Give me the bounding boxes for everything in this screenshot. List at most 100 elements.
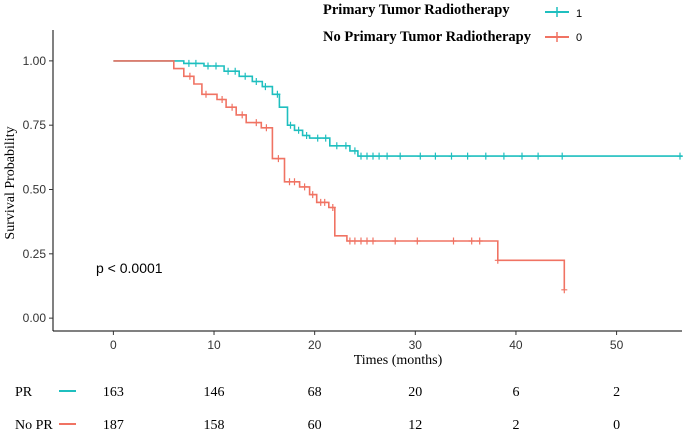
censor-mark-nopr — [291, 178, 298, 186]
censor-mark-nopr — [370, 237, 376, 245]
survival-curve-pr — [113, 60, 682, 157]
censor-mark-pr — [500, 152, 507, 160]
risk-number: 163 — [103, 385, 124, 400]
censor-mark-nopr — [414, 237, 421, 245]
censor-mark-nopr — [203, 90, 209, 98]
x-tick-label: 20 — [308, 338, 322, 352]
censor-mark-nopr — [229, 103, 236, 111]
censor-mark-pr — [358, 152, 364, 160]
legend-plus-marker — [553, 32, 561, 42]
risk-number: 187 — [103, 418, 124, 431]
censor-mark-nopr — [219, 96, 226, 103]
censor-mark-nopr — [392, 237, 399, 245]
risk-row-label-pr: PR — [15, 385, 33, 400]
censor-mark-pr — [535, 152, 542, 160]
censor-mark-pr — [351, 147, 358, 155]
censor-mark-nopr — [263, 124, 270, 132]
censor-mark-nopr — [186, 72, 193, 80]
legend-key-pr — [545, 7, 569, 17]
survival-curve-nopr — [113, 60, 566, 290]
y-tick-label: 0.75 — [23, 118, 47, 132]
risk-number: 20 — [408, 385, 422, 400]
censor-mark-pr — [376, 152, 383, 160]
censor-mark-pr — [242, 72, 249, 80]
legend-code-pr: 1 — [576, 8, 582, 20]
x-tick-label: 10 — [207, 338, 221, 352]
censor-mark-pr — [342, 142, 349, 150]
risk-number: 12 — [408, 418, 422, 431]
censor-mark-nopr — [358, 237, 364, 245]
censor-mark-pr — [303, 132, 310, 139]
censor-mark-pr — [213, 62, 219, 70]
censor-mark-pr — [464, 152, 471, 160]
y-axis-title: Survival Probability — [3, 126, 18, 239]
censor-mark-pr — [482, 152, 489, 160]
censor-mark-nopr — [561, 286, 568, 294]
censor-mark-pr — [432, 152, 439, 160]
censor-mark-nopr — [301, 183, 308, 191]
censor-mark-nopr — [275, 155, 282, 163]
censor-mark-pr — [192, 59, 199, 67]
x-tick-label: 30 — [409, 338, 423, 352]
censor-mark-nopr — [239, 111, 246, 119]
censor-mark-nopr — [321, 198, 328, 206]
risk-number: 60 — [308, 418, 322, 431]
risk-number: 68 — [308, 385, 322, 400]
x-axis-title: Times (months) — [354, 353, 443, 368]
censor-mark-nopr — [494, 256, 501, 264]
censor-mark-pr — [559, 152, 566, 160]
risk-number: 6 — [512, 385, 519, 400]
risk-row-label-nopr: No PR — [15, 418, 53, 431]
x-ticks: 0 10 20 30 40 50 — [110, 331, 624, 352]
censor-mark-pr — [397, 152, 404, 160]
censor-mark-pr — [253, 78, 260, 85]
y-tick-label: 1.00 — [23, 54, 47, 68]
legend-plus-marker — [553, 7, 561, 17]
censor-mark-nopr — [450, 237, 457, 245]
x-tick-label: 50 — [610, 338, 624, 352]
censor-mark-pr — [384, 152, 391, 160]
risk-number: 2 — [512, 418, 519, 431]
censor-mark-nopr — [351, 237, 358, 245]
p-value-annotation: p < 0.0001 — [96, 260, 163, 276]
censor-mark-pr — [333, 142, 340, 150]
censor-mark-nopr — [253, 119, 260, 127]
censor-mark-nopr — [309, 191, 316, 199]
risk-number: 158 — [204, 418, 225, 431]
censor-mark-pr — [417, 152, 424, 160]
y-tick-label: 0.50 — [23, 183, 47, 197]
censor-mark-pr — [295, 126, 302, 134]
censor-mark-pr — [274, 90, 281, 98]
censor-mark-pr — [519, 152, 525, 160]
censor-mark-pr — [232, 67, 239, 75]
risk-number: 146 — [204, 385, 225, 400]
censor-mark-pr — [677, 152, 683, 160]
legend-title-nopr: No Primary Tumor Radiotherapy — [323, 29, 532, 45]
legend: Primary Tumor Radiotherapy 1 No Primary … — [323, 2, 582, 45]
legend-title-pr: Primary Tumor Radiotherapy — [323, 2, 510, 18]
legend-key-nopr — [545, 32, 569, 42]
risk-number: 0 — [613, 418, 620, 431]
censor-mark-pr — [364, 152, 370, 160]
y-tick-label: 0.00 — [23, 311, 47, 325]
censor-mark-nopr — [468, 237, 475, 245]
risk-number: 2 — [613, 385, 620, 400]
y-ticks: 0.00 0.25 0.50 0.75 1.00 — [23, 54, 53, 325]
censor-mark-nopr — [364, 237, 370, 245]
censor-mark-pr — [262, 83, 269, 91]
y-tick-label: 0.25 — [23, 247, 47, 261]
censor-mark-nopr — [329, 204, 336, 211]
censor-mark-pr — [448, 152, 455, 160]
censor-mark-pr — [205, 62, 211, 70]
censor-mark-nopr — [476, 237, 483, 245]
censor-mark-pr — [287, 121, 294, 129]
survival-curves — [113, 59, 683, 294]
censor-mark-pr — [322, 134, 329, 142]
censor-mark-pr — [185, 59, 192, 67]
x-tick-label: 40 — [509, 338, 523, 352]
censor-mark-pr — [314, 134, 321, 142]
censor-mark-pr — [370, 152, 376, 160]
